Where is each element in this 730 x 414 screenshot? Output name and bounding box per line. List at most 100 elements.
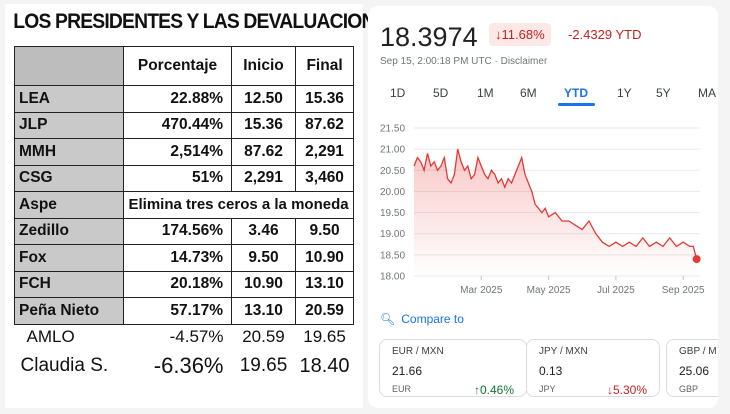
presidents-table-image: LOS PRESIDENTES Y LAS DEVALUACIONES Porc… xyxy=(5,4,400,408)
card-value: 0.13 xyxy=(539,364,563,378)
row-name: Aspe xyxy=(14,191,124,219)
table-row: Zedillo 174.56% 3.46 9.50 xyxy=(14,217,355,245)
card-pair: JPY / MXN xyxy=(539,346,588,357)
y-tick-label: 18.50 xyxy=(380,250,405,261)
row-end: 19.65 xyxy=(295,324,354,350)
x-tick-label: Mar 2025 xyxy=(460,285,503,296)
tab-1y[interactable]: 1Y xyxy=(617,86,632,100)
tab-ytd[interactable]: YTD xyxy=(564,86,588,100)
row-end: 15.36 xyxy=(294,85,355,113)
row-end: 3,460 xyxy=(294,164,355,192)
price-chart: 21.50 21.00 20.50 20.00 19.50 19.00 18.50 18.00… xyxy=(380,124,705,297)
compare-to-link[interactable]: 🔍︎ Compare to xyxy=(380,312,464,326)
row-start: 3.46 xyxy=(231,217,296,245)
table-row: JLP 470.44% 15.36 87.62 xyxy=(14,111,355,139)
row-start: 19.65 xyxy=(231,350,296,382)
row-name: CSG xyxy=(14,164,124,192)
row-start: 12.50 xyxy=(231,85,296,113)
row-start: 10.90 xyxy=(231,270,296,298)
table-title: LOS PRESIDENTES Y LAS DEVALUACIONES xyxy=(13,10,399,33)
table-row: CSG 51% 2,291 3,460 xyxy=(14,164,355,192)
tab-max[interactable]: MA xyxy=(698,86,716,100)
header-percentage: Porcentaje xyxy=(123,46,232,86)
x-tick-label: May 2025 xyxy=(527,285,571,296)
y-tick-label: 19.50 xyxy=(380,208,405,219)
card-pair: EUR / MXN xyxy=(392,346,444,357)
row-start: 2,291 xyxy=(231,164,296,192)
search-icon: 🔍︎ xyxy=(380,312,396,326)
row-name: JLP xyxy=(14,111,124,139)
card-change: ↓5.30% xyxy=(606,383,647,397)
table-row: Aspe Elimina tres ceros a la moneda xyxy=(14,191,355,219)
x-tick-label: Sep 2025 xyxy=(662,285,705,296)
y-tick-label: 19.00 xyxy=(380,229,405,240)
card-pair: GBP / M xyxy=(679,346,717,357)
row-pct: 174.56% xyxy=(123,217,232,245)
row-pct: 57.17% xyxy=(123,297,232,325)
row-end: 10.90 xyxy=(294,244,355,272)
table-row: Fox 14.73% 9.50 10.90 xyxy=(14,244,355,272)
x-tick-label: Jul 2025 xyxy=(597,285,635,296)
card-value: 21.66 xyxy=(392,364,423,378)
row-end: 18.40 xyxy=(295,350,354,382)
series-line xyxy=(413,148,698,260)
current-price: 18.3974 xyxy=(380,22,478,52)
row-name: Zedillo xyxy=(14,217,124,245)
row-end: 20.59 xyxy=(294,297,355,325)
header-start: Inicio xyxy=(231,46,296,86)
row-name: AMLO xyxy=(14,324,124,350)
compare-card-eur[interactable]: EUR / MXN 21.66 EUR ↑0.46% xyxy=(379,339,527,397)
y-tick-label: 21.00 xyxy=(380,145,405,156)
row-start: 15.36 xyxy=(231,111,296,139)
row-start: 13.10 xyxy=(231,297,296,325)
row-start: 9.50 xyxy=(231,244,296,272)
area-fill xyxy=(414,149,697,276)
timestamp-disclaimer[interactable]: Sep 15, 2:00:18 PM UTC · Disclaimer xyxy=(380,56,548,67)
change-absolute: -2.4329 YTD xyxy=(568,27,642,42)
table-row: AMLO -4.57% 20.59 19.65 xyxy=(14,324,354,350)
header-blank xyxy=(14,46,124,86)
table-row: MMH 2,514% 87.62 2,291 xyxy=(14,138,355,166)
tab-6m[interactable]: 6M xyxy=(520,86,537,100)
last-point xyxy=(692,255,701,264)
change-percent-badge: ↓11.68% xyxy=(489,23,551,46)
y-tick-label: 21.50 xyxy=(380,124,405,135)
compare-card-gbp[interactable]: GBP / M 25.06 GBP xyxy=(666,339,718,397)
row-end: 13.10 xyxy=(294,270,355,298)
row-end: 87.62 xyxy=(294,111,355,139)
row-name: MMH xyxy=(14,138,124,166)
row-pct: -6.36% xyxy=(123,350,232,382)
card-code: EUR xyxy=(392,384,412,394)
tab-1m[interactable]: 1M xyxy=(477,86,494,100)
row-name: LEA xyxy=(14,85,124,113)
row-end: 9.50 xyxy=(294,217,355,245)
tab-1d[interactable]: 1D xyxy=(390,86,406,100)
row-name: FCH xyxy=(14,270,124,298)
row-pct: -4.57% xyxy=(123,324,232,350)
row-start: 20.59 xyxy=(231,324,296,350)
active-tab-underline xyxy=(558,103,595,106)
card-code: JPY xyxy=(539,384,556,394)
row-pct: 470.44% xyxy=(123,111,232,139)
row-name: Peña Nieto xyxy=(14,297,124,325)
tab-5d[interactable]: 5D xyxy=(433,86,449,100)
card-code: GBP xyxy=(679,384,699,394)
row-pct: 51% xyxy=(123,164,232,192)
tab-5y[interactable]: 5Y xyxy=(656,86,671,100)
exchange-rate-panel: 18.3974 ↓11.68% -2.4329 YTD Sep 15, 2:00… xyxy=(368,6,718,408)
row-note: Elimina tres ceros a la moneda xyxy=(122,191,355,219)
row-pct: 14.73% xyxy=(123,244,232,272)
y-tick-label: 18.00 xyxy=(380,272,405,283)
devaluation-table: Porcentaje Inicio Final LEA 22.88% 12.50 15… xyxy=(14,46,355,382)
row-pct: 2,514% xyxy=(123,138,232,166)
table-row: LEA 22.88% 12.50 15.36 xyxy=(14,85,355,113)
card-value: 25.06 xyxy=(679,364,710,378)
compare-card-jpy[interactable]: JPY / MXN 0.13 JPY ↓5.30% xyxy=(526,339,660,397)
y-tick-label: 20.50 xyxy=(380,166,405,177)
table-row: Claudia S. -6.36% 19.65 18.40 xyxy=(14,350,354,382)
table-row: Peña Nieto 57.17% 13.10 20.59 xyxy=(14,297,355,325)
card-change: ↑0.46% xyxy=(473,383,514,397)
row-start: 87.62 xyxy=(231,138,296,166)
table-row: FCH 20.18% 10.90 13.10 xyxy=(14,270,355,298)
row-name: Claudia S. xyxy=(14,350,124,382)
